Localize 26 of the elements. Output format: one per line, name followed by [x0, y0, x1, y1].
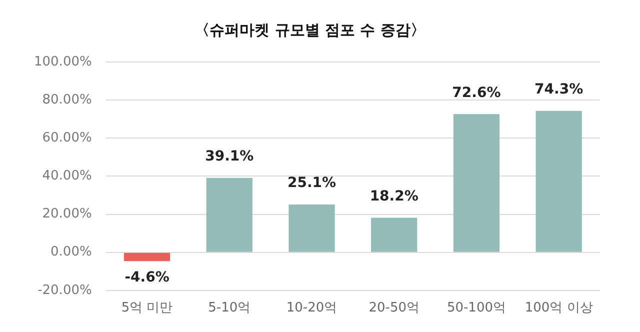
y-tick-label: 0.00%	[50, 244, 92, 260]
x-tick-label: 5-10억	[208, 300, 251, 316]
y-tick-label: 20.00%	[42, 206, 92, 222]
bar	[206, 178, 252, 252]
data-label: -4.6%	[124, 270, 170, 286]
chart-title: 〈슈퍼마켓 규모별 점포 수 증감〉	[194, 20, 426, 39]
x-tick-label: 20-50억	[368, 300, 420, 316]
bar	[453, 114, 500, 252]
y-tick-label: 100.00%	[34, 54, 92, 70]
x-tick-label: 5억 미만	[121, 300, 173, 316]
data-label: 25.1%	[287, 175, 336, 192]
x-tick-label: 10-20억	[286, 300, 338, 316]
y-tick-label: 60.00%	[42, 130, 92, 146]
x-tick-label: 50-100억	[446, 300, 506, 316]
y-tick-label: -20.00%	[38, 282, 92, 298]
y-tick-label: 80.00%	[42, 92, 92, 108]
bar	[124, 252, 170, 262]
x-tick-label: 100억 이상	[524, 300, 593, 316]
data-label: 18.2%	[370, 188, 418, 204]
data-label: 39.1%	[205, 148, 254, 165]
bar	[288, 204, 335, 252]
y-tick-label: 40.00%	[42, 168, 92, 184]
bar	[536, 110, 582, 252]
data-label: 74.3%	[534, 82, 584, 98]
data-label: 72.6%	[452, 84, 501, 101]
bar	[371, 218, 418, 252]
